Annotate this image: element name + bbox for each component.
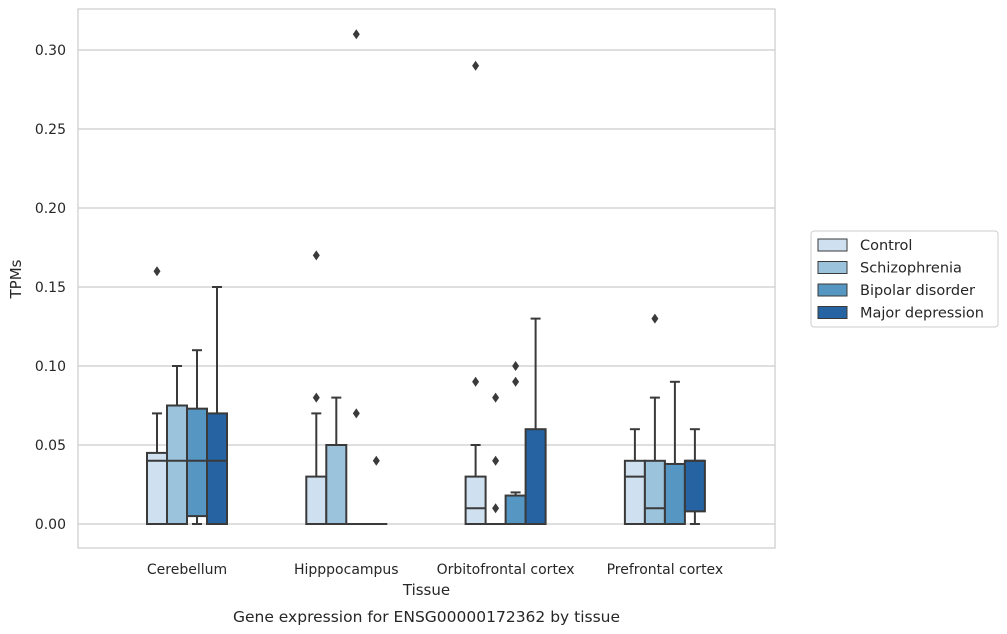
box-major-depression <box>683 428 706 525</box>
outlier-marker <box>312 392 320 403</box>
box-major-depression <box>206 286 228 525</box>
box-iqr <box>325 444 348 525</box>
box-iqr <box>524 428 547 526</box>
legend-swatch <box>817 306 848 319</box>
outlier-marker <box>372 455 380 466</box>
box-bipolar-disorder <box>186 349 208 525</box>
legend-swatch <box>817 261 848 274</box>
x-tick-label: Hipppocampus <box>294 562 399 578</box>
y-tick-label: 0.15 <box>35 280 66 296</box>
plot-frame <box>77 8 776 549</box>
box-schizophrenia <box>325 396 348 525</box>
outlier-marker <box>153 266 161 277</box>
box-iqr <box>305 475 328 526</box>
x-tick-labels: Cerebellum Hipppocampus Orbitofrontal cort… <box>147 562 723 578</box>
box-major-depression <box>365 455 388 526</box>
y-tick-label: 0.30 <box>35 43 66 59</box>
y-tick-labels: 0.00 0.05 0.10 0.15 0.20 0.25 0.30 <box>35 43 66 533</box>
box-iqr <box>643 459 666 525</box>
figure-caption: Gene expression for ENSG00000172362 by t… <box>233 608 620 626</box>
outlier-marker <box>651 313 659 324</box>
box-iqr <box>146 451 168 525</box>
outlier-marker <box>352 29 360 40</box>
outlier-marker <box>492 503 500 514</box>
box-iqr <box>683 459 706 513</box>
x-tick-label: Prefrontal cortex <box>607 562 724 578</box>
outlier-marker <box>312 250 320 261</box>
legend-frame <box>810 230 999 328</box>
outlier-marker <box>512 376 520 387</box>
box-iqr <box>623 459 646 525</box>
y-axis-label: TPMs <box>7 259 25 299</box>
box-bipolar-disorder <box>504 361 527 525</box>
outlier-marker <box>512 361 520 371</box>
box-bipolar-disorder <box>345 29 368 526</box>
legend-swatch <box>817 283 848 297</box>
x-tick-label: Cerebellum <box>147 562 227 578</box>
y-tick-label: 0.10 <box>35 359 66 375</box>
y-tick-label: 0.25 <box>35 122 66 138</box>
outlier-marker <box>352 408 360 419</box>
box-iqr <box>504 494 527 525</box>
legend-label: Control <box>860 238 912 254</box>
x-axis-label: Tissue <box>402 581 450 599</box>
outlier-marker <box>472 60 480 71</box>
box-iqr <box>166 404 188 525</box>
box-iqr <box>186 407 208 518</box>
legend: Control Schizophrenia Bipolar disorder Majo… <box>810 230 999 328</box>
outlier-marker <box>492 455 500 466</box>
legend-label: Major depression <box>860 306 984 322</box>
legend-label: Schizophrenia <box>860 261 962 277</box>
legend-swatch <box>817 238 848 252</box>
box-control <box>623 428 646 525</box>
box-control <box>146 266 168 525</box>
y-tick-label: 0.05 <box>35 438 66 454</box>
y-tick-label: 0.00 <box>35 517 66 533</box>
box-major-depression <box>524 317 547 526</box>
boxes <box>146 29 706 526</box>
legend-label: Bipolar disorder <box>860 283 975 299</box>
x-tick-label: Orbitofrontal cortex <box>437 562 575 578</box>
outlier-marker <box>492 392 500 403</box>
box-iqr <box>663 462 686 525</box>
box-iqr <box>464 475 487 526</box>
box-control <box>464 60 487 526</box>
outlier-marker <box>472 376 480 387</box>
y-tick-label: 0.20 <box>35 201 66 217</box>
box-iqr <box>206 412 228 525</box>
